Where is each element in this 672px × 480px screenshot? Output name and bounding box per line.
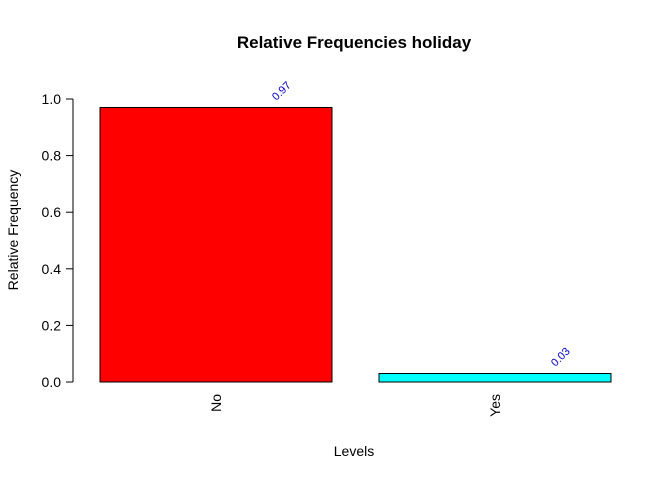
- bar-yes: [378, 373, 612, 383]
- x-tick-label: Yes: [487, 394, 503, 417]
- x-tick-label: No: [208, 394, 224, 412]
- bar-no: [99, 106, 333, 383]
- y-axis-label: Relative Frequency: [5, 170, 21, 291]
- y-tick-label: 1.0: [42, 91, 62, 107]
- data-label: 0.97: [270, 80, 294, 104]
- chart-title: Relative Frequencies holiday: [237, 33, 472, 52]
- y-tick-label: 0.0: [42, 374, 62, 390]
- y-tick-label: 0.8: [42, 148, 62, 164]
- y-tick-label: 0.6: [42, 204, 62, 220]
- y-tick-label: 0.4: [42, 261, 62, 277]
- x-axis-label: Levels: [334, 443, 374, 459]
- plot-area: 0.0 0.2 0.4 0.6 0.8 1.0 No 0.97 Yes 0.03: [42, 80, 612, 417]
- y-tick-label: 0.2: [42, 317, 62, 333]
- data-label: 0.03: [549, 346, 573, 370]
